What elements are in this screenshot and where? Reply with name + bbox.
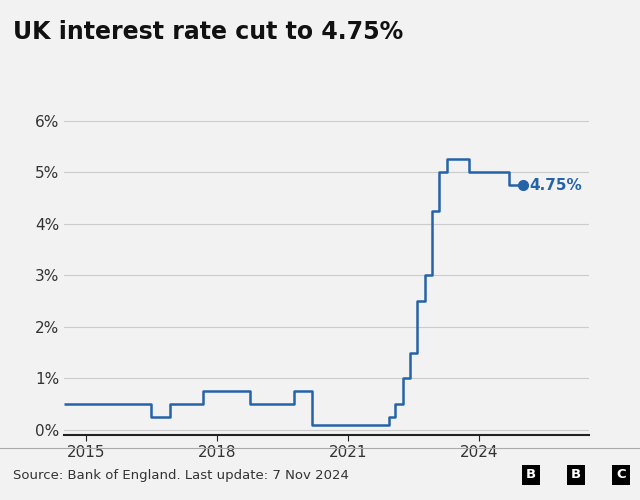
Text: Source: Bank of England. Last update: 7 Nov 2024: Source: Bank of England. Last update: 7 …: [13, 468, 349, 481]
Text: 4.75%: 4.75%: [530, 178, 582, 192]
Text: B: B: [571, 468, 581, 481]
Text: C: C: [616, 468, 626, 481]
Text: B: B: [526, 468, 536, 481]
Text: UK interest rate cut to 4.75%: UK interest rate cut to 4.75%: [13, 20, 403, 44]
